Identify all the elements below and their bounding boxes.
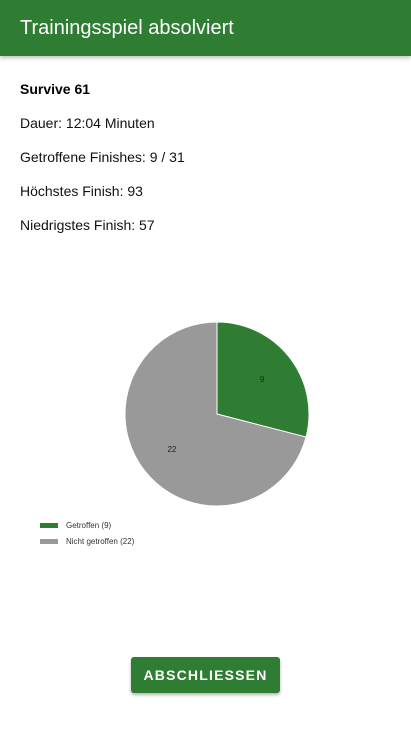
pie-slice-2	[124, 321, 307, 507]
game-name: Survive 61	[20, 81, 91, 97]
chart-legend: Getroffen (9) Nicht getroffen (22)	[40, 518, 240, 550]
finishes-hit-text: Getroffene Finishes: 9 / 31	[20, 149, 185, 165]
legend-item-2: Nicht getroffen (22)	[40, 534, 240, 550]
legend-swatch	[40, 523, 58, 528]
app-bar: Trainingsspiel absolviert	[0, 0, 411, 56]
pie-slice-1	[216, 321, 310, 438]
pie-data-label-1: 9	[260, 375, 265, 384]
legend-swatch	[40, 539, 58, 544]
lowest-finish-text: Niedrigstes Finish: 57	[20, 217, 155, 233]
legend-label: Getroffen (9)	[66, 521, 112, 530]
legend-item-1: Getroffen (9)	[40, 518, 240, 534]
pie-chart: 9 22	[0, 300, 411, 560]
legend-label: Nicht getroffen (22)	[66, 537, 135, 546]
finish-button[interactable]: ABSCHLIESSEN	[131, 657, 280, 693]
duration-text: Dauer: 12:04 Minuten	[20, 115, 155, 131]
highest-finish-text: Höchstes Finish: 93	[20, 183, 143, 199]
pie-data-label-2: 22	[167, 445, 176, 454]
page-title: Trainingsspiel absolviert	[20, 17, 234, 39]
summary-section: Survive 61 Dauer: 12:04 Minuten Getroffe…	[20, 78, 391, 248]
pie-chart-svg: 9 22	[124, 321, 310, 507]
